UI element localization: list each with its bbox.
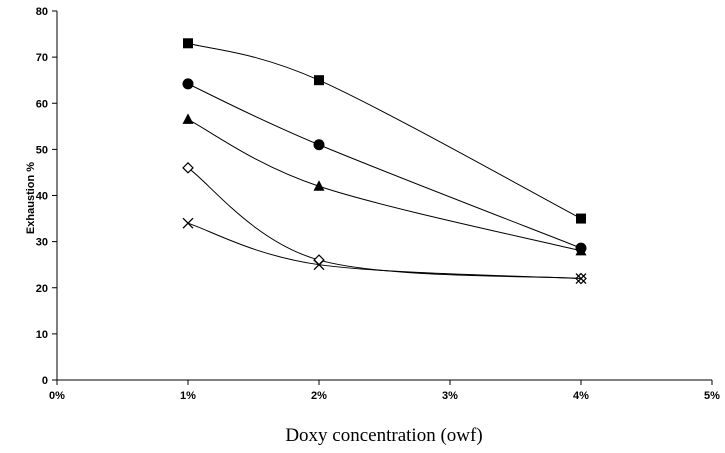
data-point-x [313,259,325,271]
plot-area: 0 10 20 30 40 50 60 70 80 0% 1% 2% 3% 4% 5% [36,6,720,402]
series-line-diamond-open [187,167,582,280]
series-line-square [187,42,582,220]
series-diamond-open [182,161,587,285]
y-axis-title: Exhaustion % [25,162,37,234]
data-point-x [182,217,194,229]
y-tick-label: 30 [36,237,48,249]
data-point-circle [182,78,194,90]
x-tick-label: 5% [704,390,720,402]
y-axis-ticks: 0 10 20 30 40 50 60 70 80 [36,6,57,387]
x-tick-label: 1% [180,390,196,402]
series-line-x [187,222,582,280]
y-tick-label: 50 [36,144,48,156]
y-tick-label: 70 [36,52,48,64]
data-point-diamond-open [313,254,325,266]
x-tick-label: 0% [49,390,65,402]
series-line-circle [187,83,582,249]
series-line-triangle [187,118,582,252]
x-tick-label: 4% [573,390,589,402]
data-point-triangle [313,180,325,191]
data-point-x-stroke [313,259,325,271]
y-tick-label: 0 [42,375,48,387]
x-tick-label: 3% [442,390,458,402]
data-point-x-stroke [575,273,587,284]
data-point-square [183,38,193,49]
x-axis-ticks: 0% 1% 2% 3% 4% 5% [49,380,720,402]
data-point-x-stroke [182,217,194,229]
series-square [183,38,586,224]
x-axis-title: Doxy concentration (owf) [285,425,482,446]
data-point-x [575,273,587,284]
y-tick-label: 10 [36,329,48,341]
series-x [182,217,587,284]
x-tick-label: 2% [311,390,327,402]
y-tick-label: 20 [36,283,48,295]
y-tick-label: 80 [36,6,48,18]
data-point-circle [313,139,325,151]
series-layer [182,38,587,285]
data-point-triangle [575,244,587,256]
data-point-square [314,75,324,86]
y-tick-label: 60 [36,98,48,110]
series-circle [182,78,587,254]
data-point-triangle [182,113,194,124]
data-point-square [576,213,586,224]
y-tick-label: 40 [36,191,48,203]
data-point-diamond-open [182,161,194,174]
series-triangle [182,113,587,256]
